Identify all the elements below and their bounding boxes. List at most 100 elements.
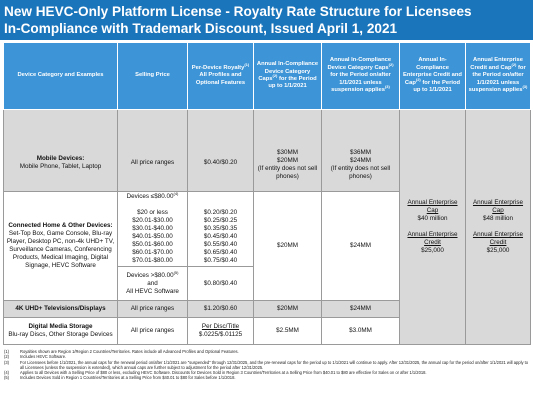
cell-text: Annual Enterprise Credit bbox=[407, 231, 458, 246]
cell-text: All price ranges bbox=[117, 109, 188, 192]
price-range: $60.01-$70.00 bbox=[132, 249, 173, 256]
price-range: $50.01-$60.00 bbox=[132, 241, 173, 248]
footnote: (4) Applies to all Devices with a Selling… bbox=[4, 370, 529, 375]
cell-text: $.0225/$.01125 bbox=[198, 331, 243, 338]
cell-text: Connected Home & Other Devices: bbox=[8, 222, 113, 229]
cell-text: All price ranges bbox=[117, 317, 188, 345]
table-cell: 4K UHD+ Televisions/Displays bbox=[3, 300, 118, 318]
cell-text: New HEVC-Only Platform License - Royalty… bbox=[4, 4, 472, 19]
cell-text: Blu-ray Discs, Other Storage Devices bbox=[8, 331, 113, 338]
cell-text: $0.80/$0.40 bbox=[187, 266, 254, 301]
cell-text: $24MM bbox=[321, 300, 400, 318]
header-cell: Annual In-Compliance Device Category Cap… bbox=[253, 42, 322, 110]
cell-text: Digital Media Storage bbox=[28, 323, 93, 330]
cell-text: 4K UHD+ Televisions/Displays bbox=[15, 305, 106, 312]
header-text: Annual In-Compliance Enterprise Credit a… bbox=[403, 57, 462, 86]
cell-text: $3.0MM bbox=[321, 317, 400, 345]
header-text: Device Category and Examples bbox=[17, 72, 104, 79]
text-block: Devices ≤$80.00(4) bbox=[120, 190, 185, 201]
text-block: Device Category and Examples Selling Pric… bbox=[3, 42, 531, 345]
cell-text: $25,000 bbox=[421, 247, 444, 254]
table-row: Connected Home & Other Devices: Set-Top B… bbox=[3, 190, 531, 301]
footnote-text: For Licensees before 1/1/2021, the annua… bbox=[20, 359, 529, 370]
cell-text: and bbox=[147, 279, 158, 287]
cell-text: (5) bbox=[173, 269, 179, 275]
cell-text: (4) bbox=[173, 190, 179, 196]
cell-text: $1.20/$0.60 bbox=[187, 300, 254, 318]
header-cell: Selling Price bbox=[117, 42, 188, 110]
header-cell: Per-Device Royalty(1) All Profiles and O… bbox=[187, 42, 254, 110]
cell-text: Annual Enterprise Credit bbox=[472, 231, 524, 246]
header-text: for the Period on/after 1/1/2021 unless … bbox=[330, 72, 391, 94]
header-text: Selling Price bbox=[135, 72, 170, 79]
cell-text: Annual Enterprise Cap bbox=[472, 199, 524, 214]
cell-text: Per Disc/Title bbox=[201, 323, 240, 330]
table-row: Mobile Devices: Mobile Phone, Tablet, Lap… bbox=[3, 109, 531, 345]
cell-text: All price ranges bbox=[117, 300, 188, 318]
footnote-mark: (4) bbox=[4, 370, 10, 376]
cell-text: Mobile Phone, Tablet, Laptop bbox=[19, 163, 102, 170]
royalty-rate: $0.20/$0.20 bbox=[203, 209, 238, 216]
royalty-rate: $0.45/$0.40 bbox=[203, 233, 238, 240]
cell-text: $20MM bbox=[253, 191, 322, 301]
footnote-text: Applies to all Devices with a Selling Pr… bbox=[20, 370, 427, 376]
cell-text: $48 million bbox=[482, 215, 514, 222]
table-cell: Mobile Devices: Mobile Phone, Tablet, Lap… bbox=[3, 109, 118, 192]
table-cell: Per Disc/Title $.0225/$.01125 bbox=[187, 317, 254, 345]
royalty-rate: $0.65/$0.40 bbox=[203, 249, 238, 256]
header-cell: Annual Enterprise Credit and Cap(2) for … bbox=[465, 42, 531, 110]
table-cell: $36MM $24MM (If entity does not sell phone… bbox=[321, 109, 400, 192]
footnotes: (1) Royalties shown are Region 1/Region 2… bbox=[4, 349, 529, 381]
footnote-ref: (3) bbox=[522, 84, 528, 90]
header-text: for the Period up to 1/1/2021 bbox=[413, 79, 461, 94]
royalty-rate: $0.75/$0.40 bbox=[203, 257, 238, 264]
footnote-ref: (2) bbox=[272, 73, 278, 79]
footnote-ref: (3) bbox=[384, 84, 390, 90]
cell-text: In-Compliance with Trademark Discount, I… bbox=[4, 21, 398, 36]
header-text: Annual Enterprise Credit and Cap bbox=[470, 57, 523, 71]
footnote-mark: (2) bbox=[4, 354, 10, 360]
footnote-ref: (1) bbox=[244, 61, 250, 67]
footnote: (2) Includes HEVC Software. bbox=[4, 354, 529, 359]
table-row: Devices >$80.00(5) and All HEVC Software $… bbox=[4, 266, 531, 301]
table-cell: Digital Media Storage Blu-ray Discs, Othe… bbox=[3, 317, 118, 345]
cell-text: Mobile Devices: bbox=[36, 155, 85, 162]
royalty-rate: $0.35/$0.35 bbox=[203, 225, 238, 232]
footnote-ref: (2) bbox=[511, 61, 517, 67]
table-cell: Connected Home & Other Devices: Set-Top B… bbox=[3, 191, 118, 301]
text-block: Devices >$80.00(5) bbox=[120, 269, 185, 280]
cell-text: $36MM bbox=[350, 149, 371, 156]
price-range: $20 or less bbox=[137, 209, 168, 216]
footnote-ref: (2) bbox=[388, 61, 394, 67]
royalty-rate: $0.25/$0.25 bbox=[203, 217, 238, 224]
footnote: (5) Includes Devices Sold in Region 1 Cou… bbox=[4, 375, 529, 380]
cell-text: Annual Enterprise Cap bbox=[407, 199, 458, 214]
footnote-text: Includes Devices Sold in Region 1 Countr… bbox=[20, 375, 236, 381]
royalty-rate: $0.55/$0.40 bbox=[203, 241, 238, 248]
cell-text: (If entity does not sell phones) bbox=[330, 165, 391, 180]
cell-text: All HEVC Software bbox=[126, 287, 179, 295]
footnote-text: Includes HEVC Software. bbox=[20, 354, 67, 360]
header-text: for the Period up to 1/1/2021 bbox=[268, 76, 317, 90]
header-text: for the Period on/after 1/1/2021 unless … bbox=[468, 64, 526, 94]
cell-text: Devices >$80.00 bbox=[126, 271, 174, 279]
table-cell: $30MM $20MM (If entity does not sell phone… bbox=[253, 109, 322, 192]
table-row: Device Category and Examples Selling Pric… bbox=[3, 42, 531, 110]
header-text: Annual In-Compliance Device Category Cap… bbox=[256, 61, 319, 82]
header-cell: Annual In-Compliance Enterprise Credit a… bbox=[399, 42, 466, 110]
table-cell: Annual Enterprise Cap $48 million Annual E… bbox=[465, 109, 531, 345]
price-range: $40.01-$50.00 bbox=[132, 233, 173, 240]
header-text: Annual In-Compliance Device Category Cap… bbox=[327, 57, 392, 71]
cell-text: Set-Top Box, Game Console, Blu-ray Playe… bbox=[6, 230, 115, 269]
cell-text: $25,000 bbox=[486, 247, 510, 254]
footnote-ref: (2) bbox=[415, 76, 421, 82]
cell-text: $24MM bbox=[350, 157, 371, 164]
table-cell: Devices >$80.00(5) and All HEVC Software bbox=[117, 266, 188, 301]
footnote-text: Royalties shown are Region 1/Region 2 Co… bbox=[20, 349, 239, 354]
header-text: All Profiles and Optional Features bbox=[195, 72, 246, 86]
cell-text: $2.5MM bbox=[253, 317, 322, 345]
cell-text: $40 million bbox=[417, 215, 448, 222]
price-range: $20.01-$30.00 bbox=[132, 217, 173, 224]
footnote-mark: (3) bbox=[4, 359, 10, 365]
price-range: $30.01-$40.00 bbox=[132, 225, 173, 232]
